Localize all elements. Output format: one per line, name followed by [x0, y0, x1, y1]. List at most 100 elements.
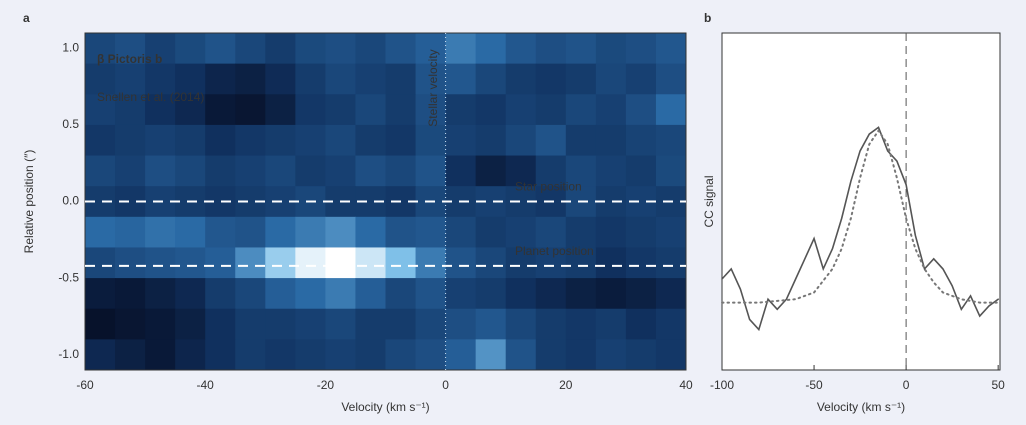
- heat-cell: [535, 247, 567, 279]
- heat-cell: [355, 278, 386, 310]
- heat-cell: [385, 278, 417, 310]
- heat-cell: [535, 124, 567, 157]
- heat-cell: [145, 155, 176, 187]
- heat-cell: [415, 216, 447, 248]
- heat-cell: [145, 308, 176, 340]
- heat-cell: [565, 124, 597, 157]
- heat-cell: [655, 308, 687, 340]
- heat-cell: [475, 247, 507, 279]
- heat-cell: [415, 155, 447, 187]
- heat-cell: [85, 155, 116, 187]
- heat-cell: [655, 33, 687, 65]
- series-line: [721, 126, 999, 332]
- heat-cell: [85, 216, 116, 248]
- x-tick-label: 20: [559, 378, 573, 392]
- heat-cell: [625, 308, 657, 340]
- overlay-title: β Pictoris b: [97, 52, 162, 66]
- heat-cell: [235, 216, 266, 248]
- heat-cell: [355, 216, 386, 248]
- heat-cell: [415, 33, 447, 65]
- heat-cell: [265, 278, 296, 310]
- heat-cell: [145, 63, 176, 95]
- heat-cell: [295, 124, 326, 157]
- heat-cell: [445, 247, 477, 279]
- heat-cell: [325, 124, 356, 157]
- y-tick-label: -0.5: [58, 270, 79, 284]
- heat-cell: [505, 308, 537, 340]
- heat-cell: [115, 339, 146, 371]
- heat-cell: [385, 155, 417, 187]
- heat-cell: [115, 94, 146, 126]
- heat-cell: [175, 124, 206, 157]
- heat-cell: [535, 339, 567, 371]
- heat-cell: [115, 155, 146, 187]
- heat-cell: [295, 247, 326, 279]
- heat-cell: [655, 94, 687, 126]
- heat-cell: [325, 33, 356, 65]
- heat-cell: [295, 94, 326, 126]
- panel-label: a: [23, 11, 30, 25]
- heat-cell: [355, 339, 386, 371]
- heat-cell: [505, 124, 537, 157]
- heat-cell: [385, 94, 417, 126]
- heat-cell: [445, 216, 477, 248]
- heat-cell: [655, 63, 687, 95]
- y-tick-label: -1.0: [58, 347, 79, 361]
- heat-cell: [535, 216, 567, 248]
- heat-cell: [445, 94, 477, 126]
- stellar-velocity-label: Stellar velocity: [426, 49, 440, 126]
- heat-cell: [175, 339, 206, 371]
- heat-cell: [625, 124, 657, 157]
- heat-cell: [475, 339, 507, 371]
- heat-cell: [565, 33, 597, 65]
- heat-cell: [85, 94, 116, 126]
- heat-cell: [415, 308, 447, 340]
- heat-cell: [235, 63, 266, 95]
- heat-cell: [205, 216, 236, 248]
- heat-cell: [85, 339, 116, 371]
- heat-cell: [415, 339, 447, 371]
- heat-cell: [175, 33, 206, 65]
- heat-cell: [265, 339, 296, 371]
- heat-cell: [535, 308, 567, 340]
- heat-cell: [625, 216, 657, 248]
- heat-cell: [655, 155, 687, 187]
- heat-cell: [385, 339, 417, 371]
- x-tick-label: 0: [442, 378, 449, 392]
- y-axis-label: CC signal: [702, 175, 716, 227]
- heat-cell: [325, 339, 356, 371]
- heat-cell: [355, 155, 386, 187]
- heat-cell: [295, 155, 326, 187]
- y-tick-label: 1.0: [62, 40, 79, 54]
- heat-cell: [595, 308, 627, 340]
- heat-cell: [235, 247, 266, 279]
- heat-cell: [595, 94, 627, 126]
- heat-cell: [535, 278, 567, 310]
- heat-cell: [595, 216, 627, 248]
- heat-cell: [325, 63, 356, 95]
- x-axis-label: Velocity (km s⁻¹): [817, 400, 905, 414]
- heat-cell: [355, 63, 386, 95]
- heat-cell: [325, 155, 356, 187]
- heat-cell: [505, 216, 537, 248]
- heat-cell: [175, 216, 206, 248]
- heat-cell: [505, 155, 537, 187]
- heat-cell: [655, 278, 687, 310]
- heat-cell: [115, 247, 146, 279]
- heat-cell: [385, 33, 417, 65]
- heat-cell: [295, 308, 326, 340]
- heat-cell: [265, 216, 296, 248]
- heat-cell: [85, 278, 116, 310]
- heat-cell: [595, 63, 627, 95]
- heat-cell: [565, 94, 597, 126]
- heat-cell: [625, 94, 657, 126]
- heat-cell: [265, 33, 296, 65]
- x-tick-label: 50: [991, 378, 1005, 392]
- heat-cell: [325, 247, 356, 279]
- heat-cell: [445, 124, 477, 157]
- heat-cell: [415, 278, 447, 310]
- x-tick-label: -100: [710, 378, 734, 392]
- heat-cell: [475, 308, 507, 340]
- heat-cell: [505, 278, 537, 310]
- heat-cell: [385, 63, 417, 95]
